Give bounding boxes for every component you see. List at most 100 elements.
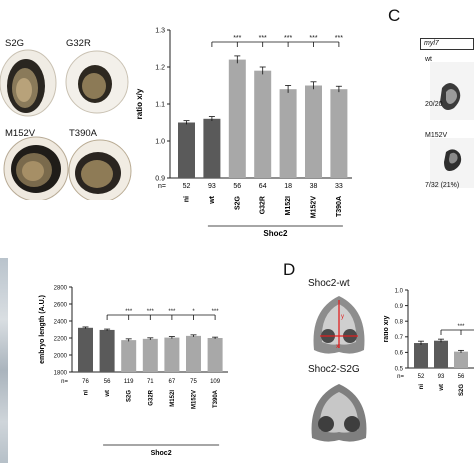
heart-wt-image: [430, 62, 474, 120]
n-value: 56: [104, 379, 111, 385]
head-wt-image: x y: [302, 290, 376, 360]
bar-wt: [99, 329, 115, 372]
bar-s2g: [228, 59, 246, 178]
y-tick-label: 0.7: [395, 335, 404, 341]
y-tick-label: 1.2: [155, 64, 165, 71]
significance-marker: ***: [233, 35, 241, 42]
n-label: n=: [158, 183, 166, 190]
n-label: n=: [61, 379, 68, 385]
category-label: T390A: [336, 196, 343, 217]
n-value: 56: [233, 183, 241, 190]
embryo-length-bar-chart: 1800 2000 2200 2400 2600 2800 embryo length (A…: [39, 285, 228, 457]
significance-marker: ***: [125, 309, 133, 315]
bar-m152v: [305, 85, 322, 178]
bar-m152i: [164, 337, 180, 372]
y-tick-label: 2400: [54, 319, 68, 325]
y-tick-label: 1.0: [395, 288, 404, 294]
ratio-bar-chart: 0.9 1.0 1.1 1.2 1.3 ratio x/y *** *** *** *** *** n…: [135, 27, 352, 238]
category-label: M152V: [192, 390, 198, 409]
category-label: S2G: [234, 195, 241, 210]
n-value: 76: [82, 379, 89, 385]
embryo-photos: [0, 49, 132, 200]
bar-g32r: [142, 338, 158, 372]
n-value: 119: [124, 379, 134, 385]
bar-s2g: [454, 351, 468, 368]
category-label: G32R: [148, 389, 154, 405]
category-label: wt: [105, 390, 111, 398]
y-tick-label: 2000: [54, 353, 68, 359]
n-value: 93: [438, 374, 445, 380]
bar-wt: [434, 340, 448, 368]
y-tick-label: 1800: [54, 370, 68, 376]
y-tick-label: 0.9: [155, 175, 165, 182]
category-label: T390A: [213, 389, 219, 408]
y-axis-label: ratio x/y: [135, 88, 144, 119]
y-tick-label: 1.1: [155, 101, 165, 108]
y-tick-label: 2600: [54, 302, 68, 308]
head-label-s2g: Shoc2-S2G: [308, 364, 360, 375]
heart-label-m152v: M152V: [425, 132, 448, 139]
embryo-label-g32r: G32R: [66, 38, 91, 49]
width-marker: x: [336, 344, 339, 350]
bar-m152v: [186, 335, 201, 372]
bar-ni: [78, 327, 93, 372]
significance-marker: ***: [284, 35, 292, 42]
y-tick-label: 0.8: [395, 320, 404, 326]
y-tick-label: 2200: [54, 336, 68, 342]
embryo-label-m152v: M152V: [5, 128, 36, 139]
significance-marker: ***: [259, 35, 267, 42]
heart-label-wt: wt: [425, 56, 432, 63]
bar-m152i: [279, 89, 297, 178]
probe-label-myl7: myl7: [420, 38, 474, 50]
heart-count-m152v: 7/32 (21%): [425, 182, 460, 189]
heart-count-wt: 20/20: [425, 101, 443, 108]
significance-marker: ***: [147, 309, 155, 315]
bar-wt: [203, 118, 221, 178]
category-label: ni: [419, 384, 425, 390]
embryo-t390a-image: [68, 139, 132, 200]
category-label: M152V: [311, 196, 318, 219]
panel-letter-d: D: [283, 260, 296, 279]
heart-m152v-image: [430, 138, 474, 188]
x-axis-label: Shoc2: [151, 450, 172, 457]
x-axis-label: Shoc2: [263, 229, 288, 238]
n-value: 56: [458, 374, 465, 380]
embryo-g32r-image: [65, 50, 129, 114]
y-tick-label: 0.5: [395, 366, 404, 372]
embryo-label-t390a: T390A: [69, 128, 97, 139]
category-label: wt: [439, 384, 445, 392]
category-label: ni: [84, 390, 90, 396]
category-label: S2G: [127, 390, 133, 402]
n-label: n=: [397, 374, 404, 380]
n-value: 64: [259, 183, 267, 190]
n-value: 52: [418, 374, 425, 380]
y-axis-label: embryo length (A.U.): [39, 295, 46, 364]
bar-t390a: [207, 338, 223, 372]
n-value: 52: [183, 183, 191, 190]
n-value: 109: [210, 379, 221, 385]
embryo-label-s2g: S2G: [5, 38, 25, 49]
embryo-m152v-image: [3, 136, 69, 200]
head-s2g-image: [302, 376, 376, 446]
category-label: ni: [184, 196, 191, 202]
bar-ni: [178, 122, 195, 178]
n-value: 75: [190, 379, 197, 385]
head-label-wt: Shoc2-wt: [308, 278, 350, 289]
significance-marker: ***: [335, 35, 343, 42]
n-value: 71: [147, 379, 154, 385]
bar-g32r: [254, 70, 272, 178]
y-tick-label: 0.6: [395, 351, 404, 357]
n-value: 33: [335, 183, 343, 190]
significance-marker: ***: [212, 309, 220, 315]
category-label: M152I: [170, 390, 176, 407]
y-axis-label: ratio x/y: [384, 315, 390, 342]
bar-ni: [414, 343, 428, 368]
embryo-s2g-image: [0, 49, 57, 117]
category-label: wt: [209, 195, 216, 204]
n-value: 38: [310, 183, 318, 190]
y-tick-label: 0.9: [395, 304, 404, 310]
significance-marker: ***: [168, 309, 176, 315]
y-tick-label: 2800: [54, 285, 68, 291]
bar-s2g: [121, 340, 137, 372]
category-label: G32R: [260, 196, 267, 214]
